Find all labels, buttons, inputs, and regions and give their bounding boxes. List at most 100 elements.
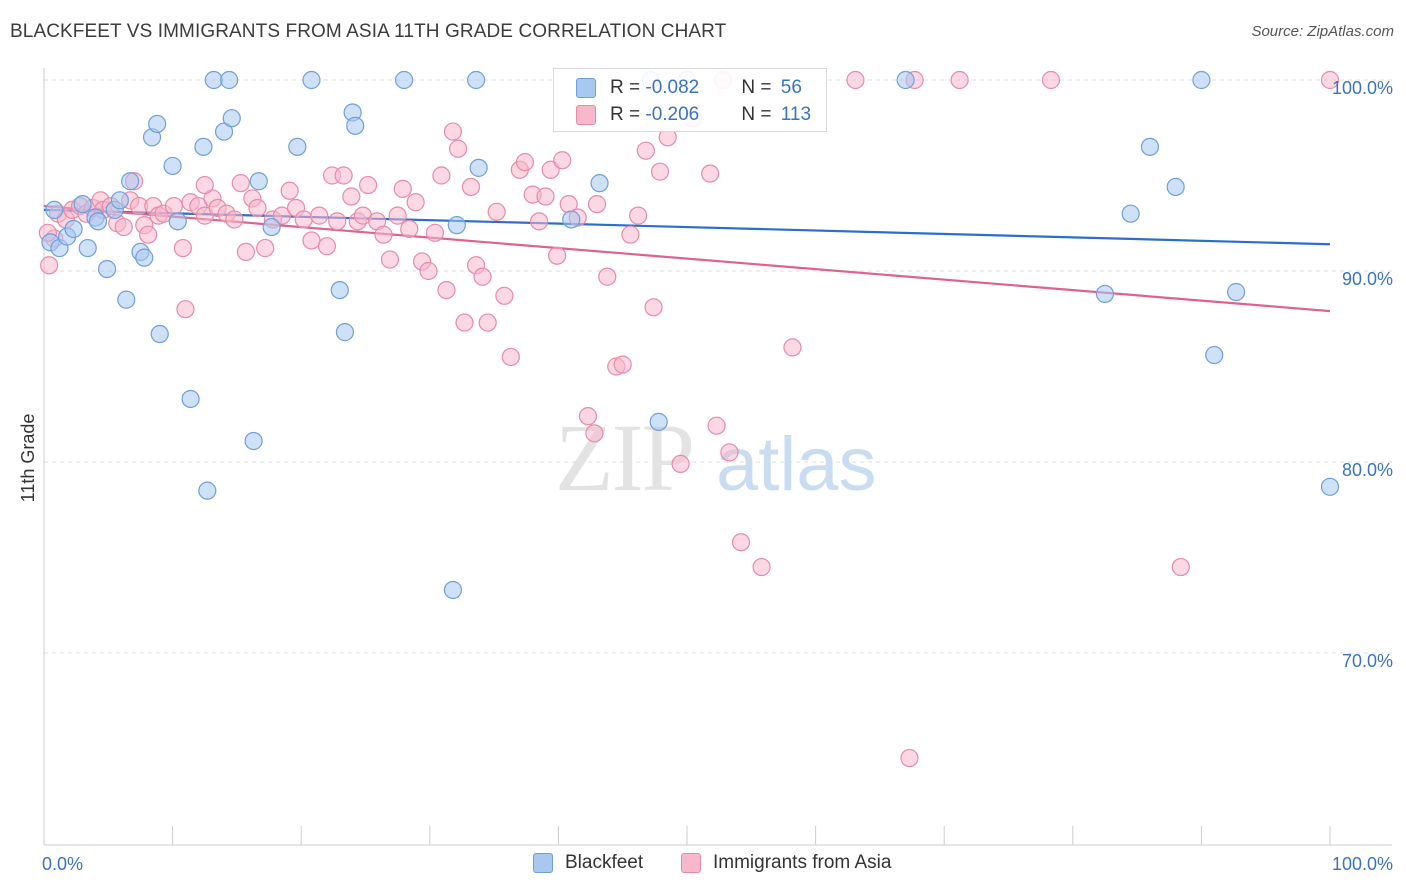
blackfeet-point — [222, 109, 241, 128]
asia-point — [707, 416, 726, 435]
asia-point — [900, 748, 919, 768]
asia-point — [236, 242, 256, 261]
asia-r-value: -0.206 — [645, 104, 700, 125]
legend-item-blackfeet[interactable]: Blackfeet — [533, 852, 643, 874]
blackfeet-point — [150, 324, 169, 344]
legend-item-asia[interactable]: Immigrants from Asia — [681, 852, 891, 874]
blackfeet-point — [121, 172, 140, 191]
blackfeet-point — [78, 238, 97, 258]
asia-point — [388, 206, 407, 225]
asia-point — [578, 407, 598, 426]
asia-point — [231, 174, 250, 193]
y-tick-label: 90.0% — [1342, 269, 1393, 289]
blackfeet-point — [148, 114, 167, 134]
asia-point — [419, 261, 438, 281]
source-label: Source: ZipAtlas.com — [1251, 23, 1394, 40]
blackfeet-point — [590, 174, 609, 193]
asia-point — [950, 70, 969, 90]
asia-swatch — [576, 105, 596, 125]
asia-point — [478, 313, 497, 332]
asia-point — [425, 223, 445, 242]
asia-n-label: N = — [741, 104, 777, 125]
asia-point — [536, 187, 555, 206]
asia-point — [342, 187, 361, 206]
blackfeet-point — [214, 122, 234, 141]
asia-point — [752, 557, 771, 577]
asia-point — [173, 238, 192, 258]
asia-point — [432, 166, 451, 185]
asia-point — [548, 246, 567, 265]
asia-point — [40, 256, 59, 275]
blackfeet-point — [330, 281, 349, 300]
asia-point — [636, 141, 655, 160]
blackfeet-n-label: N = — [741, 77, 777, 98]
blackfeet-swatch — [576, 78, 596, 98]
asia-point — [487, 202, 506, 221]
asia-point — [585, 424, 604, 443]
blackfeet-point — [335, 323, 355, 342]
blackfeet-point — [346, 116, 365, 135]
asia-point — [720, 443, 739, 462]
asia-point — [374, 225, 393, 244]
asia-point — [248, 198, 267, 218]
asia-point — [495, 286, 514, 305]
asia-point — [731, 533, 751, 552]
blackfeet-point — [168, 212, 187, 231]
blackfeet-point — [394, 70, 414, 90]
asia-point — [701, 164, 720, 183]
asia-point — [328, 212, 347, 231]
legend-row-blackfeet: R = -0.082 N = 56 — [576, 77, 802, 99]
asia-point — [671, 454, 690, 474]
blackfeet-point — [288, 137, 307, 156]
blackfeet-point — [1227, 282, 1246, 302]
blackfeet-point — [443, 580, 463, 600]
asia-point — [139, 225, 158, 244]
asia-point — [846, 70, 865, 90]
blackfeet-point — [447, 216, 466, 235]
asia-point — [448, 139, 468, 158]
stats-legend: R = -0.082 N = 56 R = -0.206 N = 113 — [553, 68, 827, 132]
asia-point — [461, 177, 481, 197]
axis-labels: 100.0% 90.0% 80.0% 70.0% 0.0% 100.0% 11th Grad… — [18, 78, 1393, 874]
asia-legend-label: Immigrants from Asia — [713, 852, 892, 873]
blackfeet-point — [1320, 477, 1340, 496]
series-legend: Blackfeet Immigrants from Asia — [0, 852, 1406, 876]
blackfeet-point — [469, 158, 488, 177]
asia-point — [358, 175, 378, 195]
blackfeet-point — [181, 389, 200, 409]
asia-point — [225, 210, 244, 229]
asia-point — [553, 151, 572, 170]
blackfeet-point — [97, 259, 117, 279]
blackfeet-point — [1121, 204, 1140, 223]
blackfeet-point — [262, 217, 281, 237]
blackfeet-point — [45, 200, 64, 219]
asia-point — [783, 338, 802, 357]
asia-point — [613, 355, 632, 374]
asia-point — [1320, 70, 1340, 90]
asia-point — [587, 195, 607, 214]
asia-point — [629, 206, 648, 225]
blackfeet-point — [204, 70, 223, 90]
blackfeet-point — [64, 219, 83, 239]
blackfeet-legend-swatch — [533, 853, 553, 873]
asia-point — [176, 300, 195, 319]
blackfeet-point — [466, 70, 486, 90]
watermark: ZIP atlas — [555, 404, 877, 511]
asia-n-value: 113 — [780, 104, 812, 125]
y-tick-label: 80.0% — [1342, 460, 1393, 480]
asia-legend-swatch — [681, 853, 701, 873]
blackfeet-point — [302, 70, 321, 90]
asia-point — [272, 206, 292, 225]
asia-point — [334, 166, 353, 185]
asia-point — [294, 210, 313, 229]
blackfeet-point — [1095, 284, 1115, 304]
blackfeet-point — [110, 191, 129, 210]
asia-point — [317, 237, 337, 256]
asia-point — [114, 217, 133, 237]
blackfeet-point — [249, 172, 268, 191]
asia-point — [501, 347, 520, 367]
asia-point — [1171, 557, 1190, 577]
blackfeet-point — [135, 248, 154, 267]
asia-point — [302, 231, 321, 250]
blackfeet-r-value: -0.082 — [645, 77, 700, 98]
